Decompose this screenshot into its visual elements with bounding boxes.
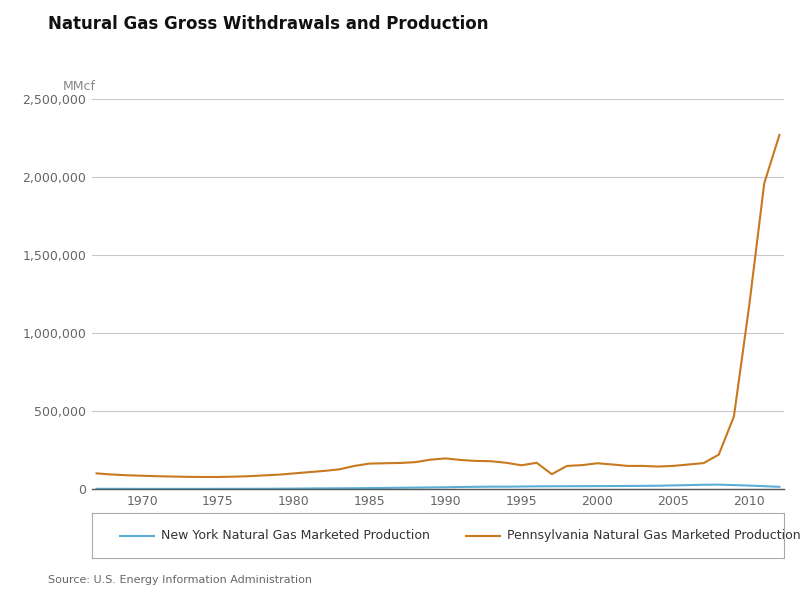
Pennsylvania Natural Gas Marketed Production (153, 473, 162, 480)
Pennsylvania Natural Gas Marketed Production (441, 455, 450, 462)
Pennsylvania Natural Gas Marketed Production (608, 461, 618, 468)
Pennsylvania Natural Gas Marketed Production (213, 473, 222, 481)
Pennsylvania Natural Gas Marketed Production (122, 472, 132, 479)
Pennsylvania Natural Gas Marketed Production (486, 458, 496, 465)
Pennsylvania Natural Gas Marketed Production (502, 459, 511, 466)
New York Natural Gas Marketed Production (289, 485, 298, 492)
Text: Pennsylvania Natural Gas Marketed Production: Pennsylvania Natural Gas Marketed Produc… (507, 529, 800, 542)
New York Natural Gas Marketed Production (683, 481, 693, 488)
Pennsylvania Natural Gas Marketed Production (107, 471, 117, 478)
Pennsylvania Natural Gas Marketed Production (365, 460, 374, 467)
Pennsylvania Natural Gas Marketed Production (395, 460, 405, 467)
Pennsylvania Natural Gas Marketed Production (138, 472, 147, 479)
New York Natural Gas Marketed Production (258, 485, 268, 493)
New York Natural Gas Marketed Production (183, 485, 193, 493)
Pennsylvania Natural Gas Marketed Production (334, 466, 344, 473)
New York Natural Gas Marketed Production (714, 481, 723, 488)
New York Natural Gas Marketed Production (168, 485, 178, 493)
New York Natural Gas Marketed Production (502, 483, 511, 490)
New York Natural Gas Marketed Production (593, 482, 602, 490)
New York Natural Gas Marketed Production (532, 483, 542, 490)
Pennsylvania Natural Gas Marketed Production (759, 179, 769, 187)
New York Natural Gas Marketed Production (319, 485, 329, 492)
New York Natural Gas Marketed Production (623, 482, 633, 490)
Text: Source: U.S. Energy Information Administration: Source: U.S. Energy Information Administ… (48, 575, 312, 585)
Text: Natural Gas Gross Withdrawals and Production: Natural Gas Gross Withdrawals and Produc… (48, 15, 489, 33)
Pennsylvania Natural Gas Marketed Production (198, 473, 207, 481)
New York Natural Gas Marketed Production (654, 482, 663, 490)
New York Natural Gas Marketed Production (638, 482, 648, 490)
Pennsylvania Natural Gas Marketed Production (426, 456, 435, 463)
Pennsylvania Natural Gas Marketed Production (380, 460, 390, 467)
New York Natural Gas Marketed Production (486, 483, 496, 490)
New York Natural Gas Marketed Production (669, 482, 678, 489)
New York Natural Gas Marketed Production (744, 482, 754, 489)
Pennsylvania Natural Gas Marketed Production (92, 470, 102, 477)
Pennsylvania Natural Gas Marketed Production (258, 472, 268, 479)
New York Natural Gas Marketed Production (122, 485, 132, 493)
New York Natural Gas Marketed Production (698, 481, 708, 488)
New York Natural Gas Marketed Production (774, 483, 784, 490)
New York Natural Gas Marketed Production (274, 485, 283, 492)
Pennsylvania Natural Gas Marketed Production (744, 303, 754, 310)
New York Natural Gas Marketed Production (562, 482, 572, 490)
New York Natural Gas Marketed Production (228, 485, 238, 493)
Pennsylvania Natural Gas Marketed Production (638, 463, 648, 470)
Pennsylvania Natural Gas Marketed Production (729, 413, 738, 420)
Pennsylvania Natural Gas Marketed Production (774, 131, 784, 139)
New York Natural Gas Marketed Production (365, 484, 374, 491)
New York Natural Gas Marketed Production (350, 485, 359, 492)
Pennsylvania Natural Gas Marketed Production (593, 460, 602, 467)
New York Natural Gas Marketed Production (547, 482, 557, 490)
Pennsylvania Natural Gas Marketed Production (471, 457, 481, 464)
Pennsylvania Natural Gas Marketed Production (532, 459, 542, 466)
Pennsylvania Natural Gas Marketed Production (714, 451, 723, 458)
Line: New York Natural Gas Marketed Production: New York Natural Gas Marketed Production (97, 485, 779, 489)
New York Natural Gas Marketed Production (426, 484, 435, 491)
Pennsylvania Natural Gas Marketed Production (304, 469, 314, 476)
Pennsylvania Natural Gas Marketed Production (228, 473, 238, 480)
Pennsylvania Natural Gas Marketed Production (654, 463, 663, 470)
New York Natural Gas Marketed Production (517, 483, 526, 490)
Text: MMcf: MMcf (62, 80, 95, 93)
Pennsylvania Natural Gas Marketed Production (517, 461, 526, 469)
Pennsylvania Natural Gas Marketed Production (547, 470, 557, 478)
Pennsylvania Natural Gas Marketed Production (456, 457, 466, 464)
Pennsylvania Natural Gas Marketed Production (350, 463, 359, 470)
New York Natural Gas Marketed Production (395, 484, 405, 491)
Pennsylvania Natural Gas Marketed Production (623, 463, 633, 470)
Pennsylvania Natural Gas Marketed Production (183, 473, 193, 481)
Pennsylvania Natural Gas Marketed Production (410, 458, 420, 466)
Pennsylvania Natural Gas Marketed Production (562, 463, 572, 470)
Pennsylvania Natural Gas Marketed Production (168, 473, 178, 480)
New York Natural Gas Marketed Production (243, 485, 253, 493)
Pennsylvania Natural Gas Marketed Production (683, 461, 693, 468)
Pennsylvania Natural Gas Marketed Production (669, 463, 678, 470)
New York Natural Gas Marketed Production (304, 485, 314, 492)
New York Natural Gas Marketed Production (759, 482, 769, 490)
Pennsylvania Natural Gas Marketed Production (274, 471, 283, 478)
Pennsylvania Natural Gas Marketed Production (319, 467, 329, 475)
New York Natural Gas Marketed Production (213, 485, 222, 493)
New York Natural Gas Marketed Production (410, 484, 420, 491)
New York Natural Gas Marketed Production (107, 485, 117, 493)
New York Natural Gas Marketed Production (138, 485, 147, 493)
New York Natural Gas Marketed Production (456, 484, 466, 491)
Pennsylvania Natural Gas Marketed Production (578, 461, 587, 469)
Pennsylvania Natural Gas Marketed Production (289, 470, 298, 477)
New York Natural Gas Marketed Production (198, 485, 207, 493)
New York Natural Gas Marketed Production (729, 481, 738, 488)
New York Natural Gas Marketed Production (334, 485, 344, 492)
New York Natural Gas Marketed Production (92, 485, 102, 493)
New York Natural Gas Marketed Production (608, 482, 618, 490)
New York Natural Gas Marketed Production (578, 482, 587, 490)
New York Natural Gas Marketed Production (380, 484, 390, 491)
Pennsylvania Natural Gas Marketed Production (698, 460, 708, 467)
Pennsylvania Natural Gas Marketed Production (243, 473, 253, 480)
New York Natural Gas Marketed Production (441, 484, 450, 491)
New York Natural Gas Marketed Production (471, 483, 481, 490)
Line: Pennsylvania Natural Gas Marketed Production: Pennsylvania Natural Gas Marketed Produc… (97, 135, 779, 477)
Text: New York Natural Gas Marketed Production: New York Natural Gas Marketed Production (161, 529, 430, 542)
New York Natural Gas Marketed Production (153, 485, 162, 493)
